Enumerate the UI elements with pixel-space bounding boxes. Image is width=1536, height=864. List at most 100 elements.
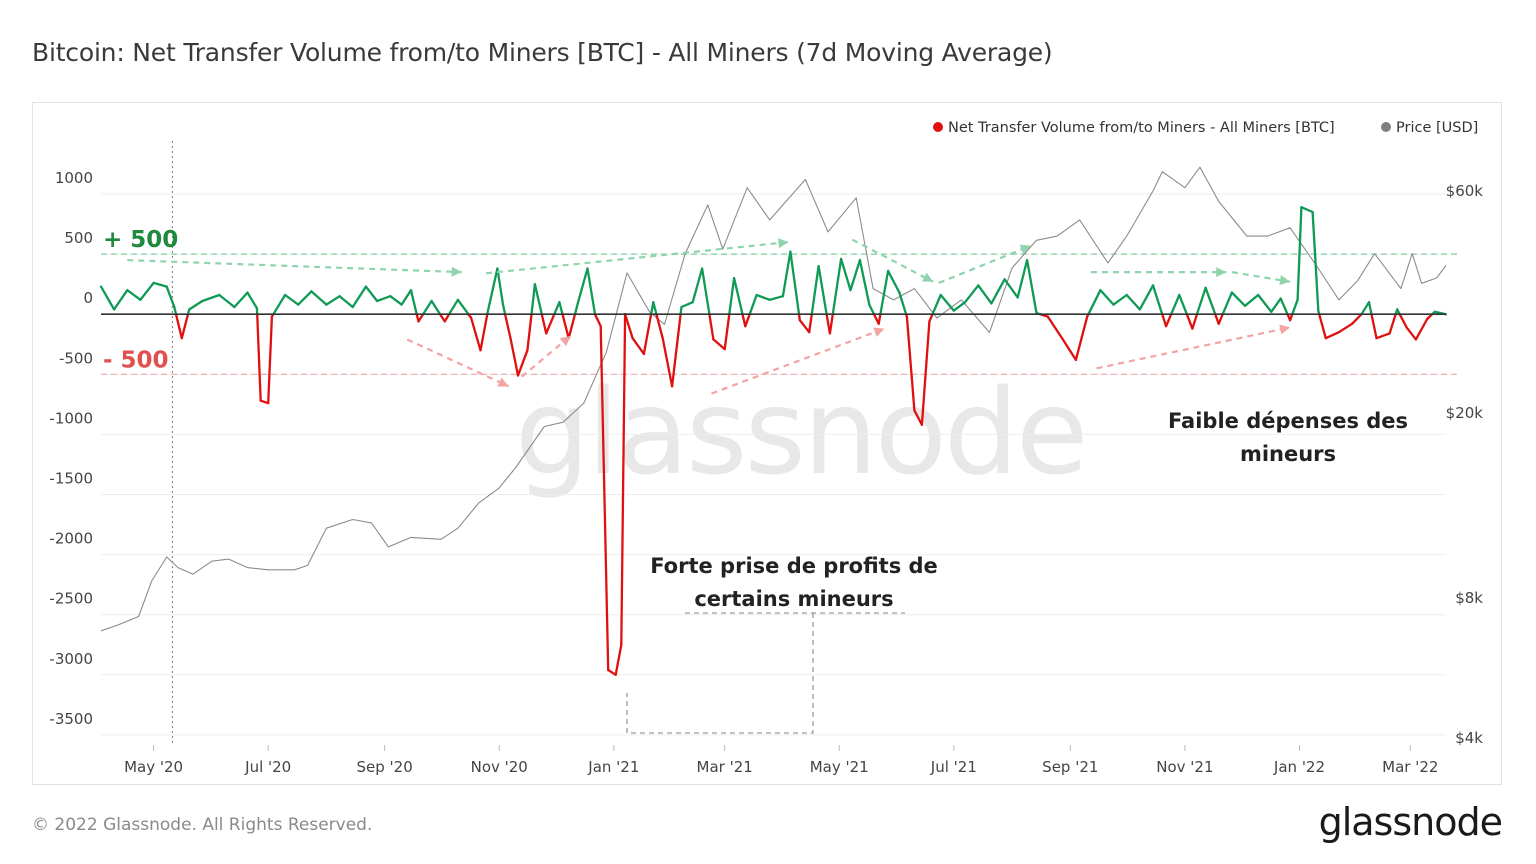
net-transfer-segment-negative bbox=[712, 338, 726, 351]
net-transfer-segment-positive bbox=[1291, 298, 1299, 316]
y-left-tick-label: -2000 bbox=[49, 530, 93, 548]
net-transfer-segment-positive bbox=[139, 281, 155, 301]
net-transfer-segment-positive bbox=[1151, 284, 1164, 316]
y-right-tick-label: $8k bbox=[1455, 589, 1483, 607]
net-transfer-segment-positive bbox=[1243, 293, 1260, 307]
net-transfer-segment-negative bbox=[516, 349, 529, 377]
net-transfer-segment-positive bbox=[496, 267, 505, 306]
net-transfer-segment-positive bbox=[931, 293, 942, 316]
net-transfer-segment-negative bbox=[670, 313, 682, 388]
annotation-low-spending-line1: Faible dépenses des bbox=[1168, 409, 1408, 433]
net-transfer-segment-positive bbox=[1178, 293, 1188, 316]
net-transfer-segment-positive bbox=[400, 289, 413, 306]
y-left-tick-label: 0 bbox=[83, 289, 93, 307]
net-transfer-segment-negative bbox=[1214, 313, 1220, 325]
chart-title: Bitcoin: Net Transfer Volume from/to Min… bbox=[32, 38, 1053, 67]
net-transfer-segment-negative bbox=[267, 315, 274, 405]
legend[interactable]: Net Transfer Volume from/to Miners - All… bbox=[933, 120, 1478, 136]
net-transfer-segment-positive bbox=[755, 293, 771, 301]
net-transfer-segment-positive bbox=[533, 283, 543, 316]
net-transfer-segment-positive bbox=[310, 290, 328, 306]
net-transfer-segment-positive bbox=[868, 303, 876, 316]
net-transfer-segment-positive bbox=[849, 258, 862, 292]
legend-label-net-transfer[interactable]: Net Transfer Volume from/to Miners - All… bbox=[948, 120, 1335, 136]
net-transfer-segment-positive bbox=[297, 290, 313, 306]
net-transfer-segment-positive bbox=[99, 285, 116, 311]
net-transfer-segment-positive bbox=[351, 285, 368, 309]
x-tick-label: May '21 bbox=[810, 758, 869, 776]
net-transfer-segment-negative bbox=[256, 313, 262, 402]
x-tick-label: Sep '21 bbox=[1042, 758, 1098, 776]
net-transfer-segment-positive bbox=[728, 276, 736, 316]
net-transfer-segment-negative bbox=[905, 315, 916, 412]
net-transfer-segment-negative bbox=[469, 316, 482, 352]
chart-panel: glassnode + 500 - 500 1000 500 0 -500 -1000 -1… bbox=[32, 102, 1502, 785]
net-transfer-segment-positive bbox=[1003, 278, 1019, 299]
net-transfer-series bbox=[99, 206, 1448, 676]
net-transfer-segment-positive bbox=[680, 301, 694, 309]
net-transfer-segment-negative bbox=[928, 313, 934, 323]
y-left-tick-label: 1000 bbox=[55, 169, 93, 187]
x-tick-label: Nov '21 bbox=[1156, 758, 1213, 776]
y-left-tick-label: -1000 bbox=[49, 409, 93, 427]
net-transfer-segment-negative bbox=[642, 313, 653, 356]
net-transfer-segment-positive bbox=[748, 293, 758, 316]
net-transfer-segment-negative bbox=[1185, 313, 1194, 330]
net-transfer-segment-positive bbox=[246, 291, 259, 310]
x-tick-label: May '20 bbox=[124, 758, 183, 776]
annotations: Forte prise de profits de certains mineur… bbox=[626, 409, 1408, 734]
net-transfer-segment-negative bbox=[526, 313, 533, 352]
net-transfer-segment-positive bbox=[679, 305, 683, 316]
net-transfer-segment-negative bbox=[913, 409, 924, 426]
net-transfer-segment-positive bbox=[447, 298, 460, 316]
legend-label-price[interactable]: Price [USD] bbox=[1396, 120, 1478, 136]
chart-svg: glassnode + 500 - 500 1000 500 0 -500 -1000 -1… bbox=[49, 120, 1483, 776]
net-transfer-segment-negative bbox=[620, 313, 627, 646]
net-transfer-segment-positive bbox=[530, 283, 537, 316]
trend-arrow-line bbox=[711, 327, 885, 395]
net-transfer-segment-positive bbox=[364, 285, 379, 303]
x-tick-label: Jan '22 bbox=[1273, 758, 1325, 776]
net-transfer-segment-negative bbox=[438, 313, 446, 323]
reference-line-label: + 500 bbox=[103, 227, 178, 253]
net-transfer-segment-negative bbox=[744, 313, 751, 328]
net-transfer-segment-negative bbox=[877, 313, 882, 325]
annotation-low-spending-line2: mineurs bbox=[1240, 442, 1336, 466]
net-transfer-segment-positive bbox=[325, 295, 341, 306]
net-transfer-segment-negative bbox=[509, 337, 520, 377]
net-transfer-segment-positive bbox=[1221, 291, 1234, 316]
net-transfer-segment-positive bbox=[952, 301, 967, 312]
net-transfer-segment-positive bbox=[1311, 210, 1320, 312]
net-transfer-segment-negative bbox=[1414, 317, 1429, 341]
net-transfer-segment-negative bbox=[1161, 313, 1168, 328]
trend-arrow-head bbox=[1216, 267, 1227, 278]
net-transfer-segment-negative bbox=[614, 643, 623, 676]
net-transfer-segment-negative bbox=[545, 313, 556, 335]
legend-marker-net-transfer bbox=[933, 122, 943, 132]
net-transfer-segment-positive bbox=[338, 295, 354, 309]
net-transfer-segment-negative bbox=[443, 313, 451, 323]
net-transfer-segment-negative bbox=[1324, 331, 1341, 340]
net-transfer-segment-positive bbox=[586, 267, 597, 316]
annotation-profit-taking-line2: certains mineurs bbox=[694, 587, 893, 611]
net-transfer-segment-positive bbox=[810, 264, 820, 316]
net-transfer-segment-negative bbox=[631, 337, 646, 356]
net-transfer-segment-negative bbox=[828, 313, 834, 335]
net-transfer-segment-positive bbox=[1087, 289, 1102, 316]
net-transfer-segment-negative bbox=[798, 319, 811, 334]
net-transfer-segment-positive bbox=[558, 301, 564, 316]
net-transfer-segment-negative bbox=[1350, 313, 1363, 325]
net-transfer-segment-positive bbox=[898, 291, 908, 316]
net-transfer-segment-negative bbox=[1164, 313, 1173, 328]
trend-arrow-line bbox=[127, 259, 462, 274]
net-transfer-segment-negative bbox=[1337, 322, 1354, 334]
net-transfer-segment-positive bbox=[375, 295, 392, 303]
net-transfer-segment-positive bbox=[188, 299, 204, 311]
net-transfer-segment-negative bbox=[655, 313, 664, 340]
net-transfer-segment-positive bbox=[456, 298, 470, 316]
net-transfer-segment-positive bbox=[789, 250, 801, 316]
glassnode-logo[interactable]: glassnode bbox=[1318, 800, 1503, 844]
trend-arrow-head bbox=[778, 238, 789, 249]
y-left-tick-label: -3000 bbox=[49, 650, 93, 668]
y-left-tick-label: -500 bbox=[59, 349, 93, 367]
